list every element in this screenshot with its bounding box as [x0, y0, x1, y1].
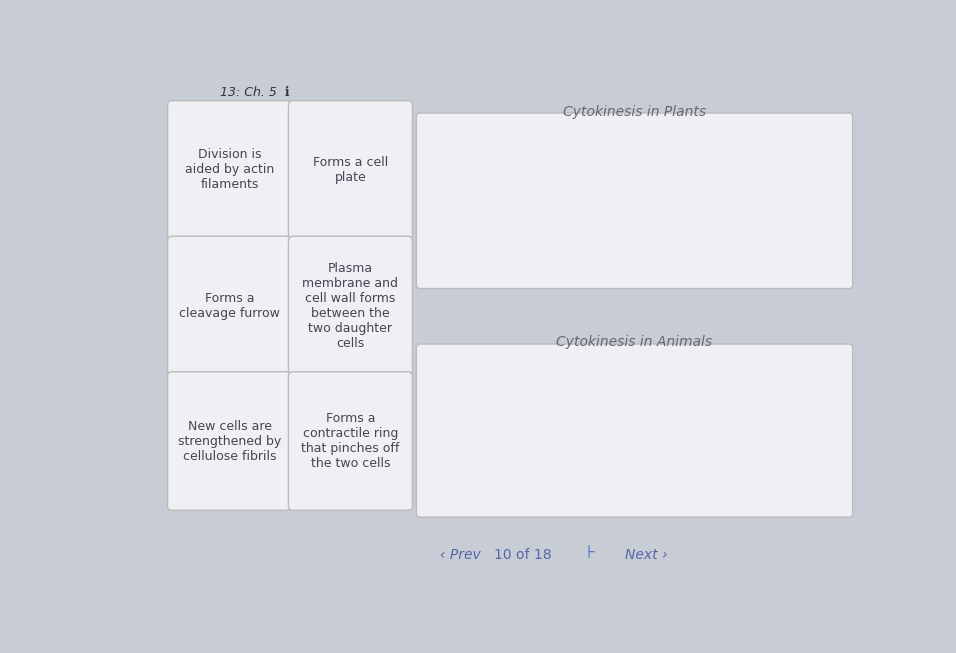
- Text: 13: Ch. 5  ℹ: 13: Ch. 5 ℹ: [220, 86, 290, 99]
- FancyBboxPatch shape: [289, 372, 412, 511]
- FancyBboxPatch shape: [416, 344, 853, 517]
- FancyBboxPatch shape: [289, 101, 412, 239]
- FancyBboxPatch shape: [289, 236, 412, 375]
- Text: 10 of 18: 10 of 18: [493, 548, 552, 562]
- Text: Plasma
membrane and
cell wall forms
between the
two daughter
cells: Plasma membrane and cell wall forms betw…: [302, 261, 399, 349]
- FancyBboxPatch shape: [167, 236, 292, 375]
- Text: ⊦: ⊦: [586, 544, 596, 562]
- FancyBboxPatch shape: [167, 372, 292, 511]
- Text: New cells are
strengthened by
cellulose fibrils: New cells are strengthened by cellulose …: [178, 419, 281, 462]
- Text: Forms a
cleavage furrow: Forms a cleavage furrow: [179, 291, 280, 319]
- Text: Cytokinesis in Plants: Cytokinesis in Plants: [563, 104, 706, 119]
- FancyBboxPatch shape: [416, 113, 853, 289]
- FancyBboxPatch shape: [167, 101, 292, 239]
- Text: ‹ Prev: ‹ Prev: [440, 548, 481, 562]
- Text: Forms a
contractile ring
that pinches off
the two cells: Forms a contractile ring that pinches of…: [301, 412, 400, 470]
- Text: Cytokinesis in Animals: Cytokinesis in Animals: [556, 335, 712, 349]
- Text: Next ›: Next ›: [625, 548, 667, 562]
- Text: Forms a cell
plate: Forms a cell plate: [313, 156, 388, 184]
- Text: Division is
aided by actin
filaments: Division is aided by actin filaments: [185, 148, 274, 191]
